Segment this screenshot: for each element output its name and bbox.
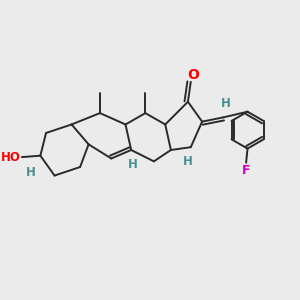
Text: H: H bbox=[183, 155, 193, 168]
Text: H: H bbox=[221, 97, 231, 110]
Text: F: F bbox=[242, 164, 250, 177]
Text: H: H bbox=[26, 166, 35, 179]
Text: HO: HO bbox=[1, 151, 20, 164]
Text: H: H bbox=[128, 158, 137, 171]
Text: O: O bbox=[188, 68, 200, 82]
